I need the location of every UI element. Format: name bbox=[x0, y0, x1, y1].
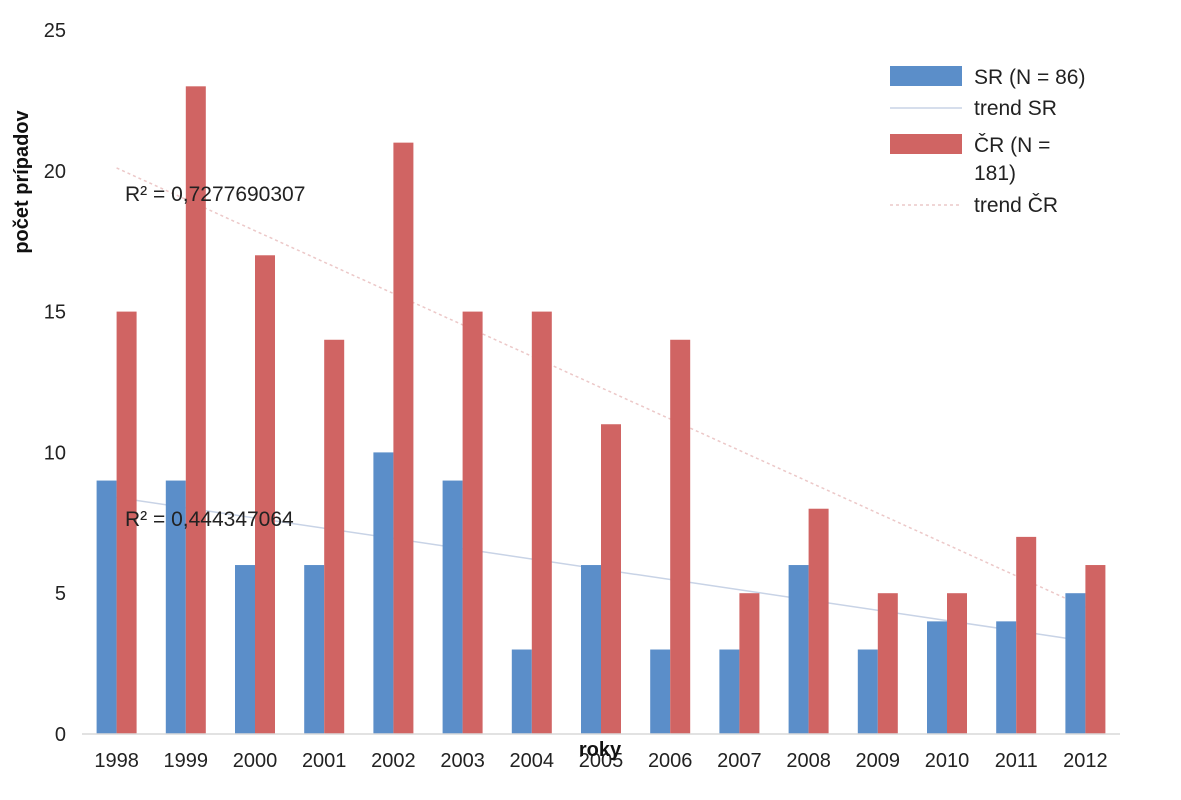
legend-swatch-cr bbox=[890, 134, 962, 154]
x-tick-label: 1999 bbox=[164, 750, 209, 772]
y-tick-label: 25 bbox=[44, 20, 66, 42]
bar-sr-2011 bbox=[996, 621, 1017, 734]
bar-cr-2000 bbox=[255, 255, 275, 734]
bar-cr-2002 bbox=[393, 142, 414, 734]
x-tick-label: 2008 bbox=[786, 750, 831, 772]
x-tick-label: 2003 bbox=[440, 750, 485, 772]
x-axis-title: roky bbox=[579, 739, 622, 761]
legend-label-sr: SR (N = 86) bbox=[974, 66, 1085, 89]
bar-sr-1998 bbox=[96, 480, 117, 734]
r2-annotation-cr: R² = 0,7277690307 bbox=[125, 183, 305, 206]
bars bbox=[96, 86, 1106, 734]
bar-sr-2006 bbox=[650, 649, 671, 734]
bar-sr-2003 bbox=[442, 480, 463, 734]
bar-sr-2004 bbox=[511, 649, 532, 734]
bar-cr-2005 bbox=[601, 424, 621, 734]
bar-cr-1999 bbox=[185, 86, 206, 734]
x-tick-label: 2000 bbox=[233, 750, 278, 772]
y-axis-title: počet prípadov bbox=[11, 109, 33, 253]
y-tick-label: 0 bbox=[55, 724, 66, 746]
y-tick-label: 5 bbox=[55, 583, 66, 605]
legend-label-trend-sr: trend SR bbox=[974, 97, 1057, 120]
x-tick-label: 2002 bbox=[371, 750, 416, 772]
bar-sr-2000 bbox=[235, 565, 255, 734]
y-tick-label: 10 bbox=[44, 442, 66, 464]
bar-sr-2007 bbox=[719, 649, 740, 734]
bar-sr-2009 bbox=[857, 649, 878, 734]
x-axis-ticks: 1998 1999 2000 2001 2002 2003 2004 2005 2006 2007… bbox=[94, 750, 1107, 772]
x-tick-label: 2012 bbox=[1063, 750, 1108, 772]
bar-cr-2003 bbox=[462, 311, 483, 734]
bar-sr-2008 bbox=[788, 565, 809, 734]
bar-cr-1998 bbox=[116, 311, 137, 734]
bar-cr-2011 bbox=[1016, 536, 1037, 734]
bar-cr-2004 bbox=[531, 311, 552, 734]
bar-sr-2010 bbox=[927, 621, 947, 734]
legend-label-cr-line1: ČR (N = bbox=[974, 134, 1050, 157]
bar-cr-2001 bbox=[324, 339, 345, 734]
bar-cr-2009 bbox=[877, 593, 898, 734]
x-tick-label: 2001 bbox=[302, 750, 347, 772]
x-tick-label: 2006 bbox=[648, 750, 693, 772]
bar-cr-2006 bbox=[670, 339, 691, 734]
legend: SR (N = 86) trend SR ČR (N = 181) trend … bbox=[890, 66, 1085, 217]
y-tick-label: 20 bbox=[44, 161, 66, 183]
x-tick-label: 2009 bbox=[856, 750, 901, 772]
x-tick-label: 1998 bbox=[94, 750, 139, 772]
legend-label-trend-cr: trend ČR bbox=[974, 194, 1058, 217]
legend-label-cr-line2: 181) bbox=[974, 162, 1016, 185]
bar-sr-2001 bbox=[304, 565, 325, 734]
legend-swatch-sr bbox=[890, 66, 962, 86]
bar-cr-2007 bbox=[739, 593, 760, 734]
bar-sr-2002 bbox=[373, 452, 394, 734]
bar-sr-2005 bbox=[581, 565, 601, 734]
x-tick-label: 2007 bbox=[717, 750, 762, 772]
bar-cr-2012 bbox=[1085, 565, 1106, 734]
bar-sr-1999 bbox=[165, 480, 186, 734]
x-tick-label: 2005 bbox=[579, 750, 624, 772]
x-tick-label: 2011 bbox=[995, 750, 1038, 772]
bar-sr-2012 bbox=[1065, 593, 1086, 734]
r2-annotation-sr: R² = 0,444347064 bbox=[125, 508, 294, 531]
bar-cr-2008 bbox=[808, 508, 829, 734]
y-axis-ticks: 0 5 10 15 20 25 bbox=[44, 20, 66, 746]
bar-cr-2010 bbox=[947, 593, 967, 734]
x-tick-label: 2004 bbox=[510, 750, 555, 772]
x-tick-label: 2010 bbox=[925, 750, 970, 772]
y-tick-label: 15 bbox=[44, 302, 66, 324]
